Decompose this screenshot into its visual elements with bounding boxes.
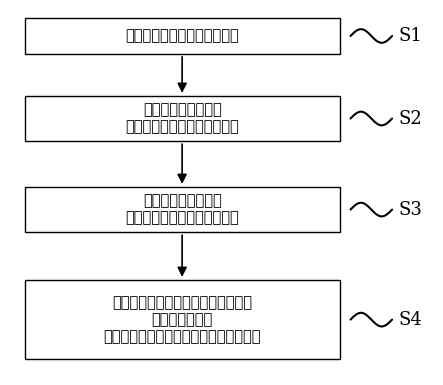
Bar	[25, 280, 340, 360]
Text: 确定目标音频的目标特征向量: 确定目标音频的目标特征向量	[125, 120, 239, 134]
Text: S3: S3	[399, 201, 423, 219]
Text: 基于目标特征向量，: 基于目标特征向量，	[143, 194, 222, 209]
Text: 基于目标音频指纹进行相似度检索，: 基于目标音频指纹进行相似度检索，	[112, 295, 252, 310]
Bar	[25, 18, 340, 54]
Text: 确定目标音频的目标声纹特征: 确定目标音频的目标声纹特征	[125, 28, 239, 44]
Text: 确定对应于目标声纹特征的对照特征向量: 确定对应于目标声纹特征的对照特征向量	[103, 329, 261, 344]
Text: S2: S2	[399, 109, 423, 127]
Text: 基于目标声纹特征，: 基于目标声纹特征，	[143, 102, 222, 117]
Bar	[25, 187, 340, 232]
Text: S1: S1	[399, 27, 423, 45]
Text: S4: S4	[399, 311, 423, 329]
Bar	[25, 96, 340, 141]
Text: 基于检索结果，: 基于检索结果，	[152, 312, 213, 327]
Text: 生成目标音频的目标音频指纹: 生成目标音频的目标音频指纹	[125, 211, 239, 226]
